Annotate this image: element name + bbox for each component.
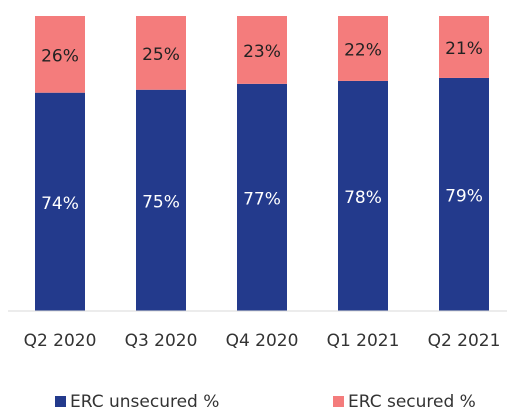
legend-label: ERC unsecured % (70, 392, 219, 411)
x-tick-label: Q2 2021 (428, 331, 501, 351)
value-label: 22% (344, 40, 382, 60)
value-label: 77% (243, 189, 281, 209)
value-label: 74% (41, 194, 79, 214)
value-label: 25% (142, 45, 180, 65)
bar-segment (136, 16, 186, 90)
bar-segment (439, 16, 489, 78)
bar-segment (237, 16, 287, 84)
bar-segment (136, 89, 186, 311)
bar-segment (439, 77, 489, 311)
legend-swatch (333, 396, 344, 407)
value-label: 75% (142, 192, 180, 212)
value-label: 78% (344, 188, 382, 208)
bar-segment (237, 83, 287, 311)
value-label: 21% (445, 39, 483, 59)
value-label: 79% (445, 186, 483, 206)
x-tick-label: Q3 2020 (125, 331, 198, 351)
x-tick-label: Q4 2020 (226, 331, 299, 351)
x-tick-label: Q1 2021 (327, 331, 400, 351)
value-label: 26% (41, 46, 79, 66)
bar-segment (338, 16, 388, 81)
bar-segment (35, 16, 85, 93)
bar-segment (338, 80, 388, 312)
x-tick-label: Q2 2020 (24, 331, 97, 351)
legend-swatch (55, 396, 66, 407)
bar-segment (35, 92, 85, 311)
legend-label: ERC secured % (348, 392, 476, 411)
value-label: 23% (243, 42, 281, 62)
